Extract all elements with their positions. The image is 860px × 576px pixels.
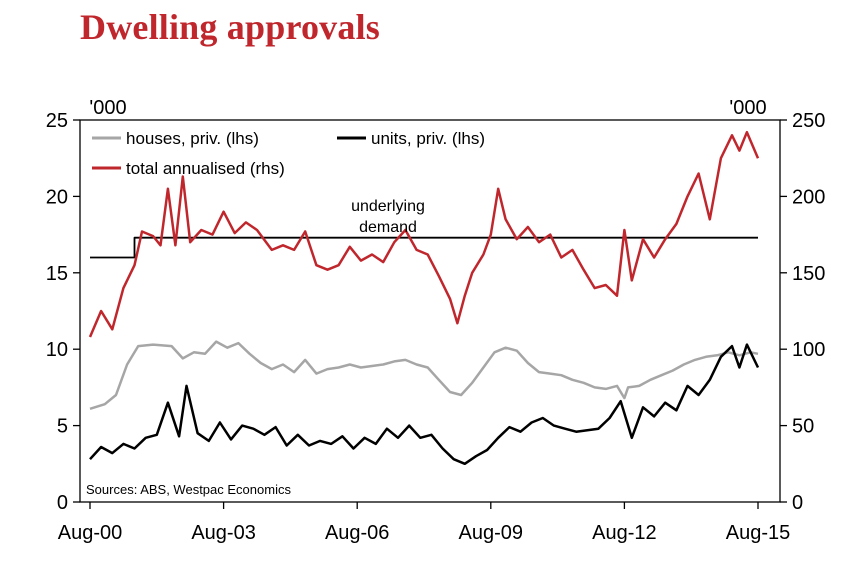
annotation-demand: demand bbox=[359, 219, 417, 236]
right-axis-unit: '000 bbox=[729, 97, 766, 119]
x-tick-label: Aug-12 bbox=[592, 522, 657, 544]
right-tick-label: 200 bbox=[792, 186, 825, 208]
series-total-line bbox=[88, 130, 760, 338]
x-tick-label: Aug-15 bbox=[726, 522, 791, 544]
source-note: Sources: ABS, Westpac Economics bbox=[86, 482, 291, 497]
legend-label-total: total annualised (rhs) bbox=[126, 159, 285, 178]
x-tick-label: Aug-03 bbox=[191, 522, 256, 544]
right-tick-label: 250 bbox=[792, 110, 825, 132]
x-tick-label: Aug-06 bbox=[325, 522, 390, 544]
right-tick-label: 0 bbox=[792, 492, 803, 514]
left-tick-label: 15 bbox=[46, 263, 68, 285]
x-tick-label: Aug-09 bbox=[459, 522, 524, 544]
annotation-underlying: underlying bbox=[351, 198, 425, 215]
x-tick-label: Aug-00 bbox=[58, 522, 123, 544]
series-houses-line bbox=[89, 340, 759, 410]
left-tick-label: 5 bbox=[57, 416, 68, 438]
series-units-line bbox=[89, 343, 760, 466]
right-tick-label: 150 bbox=[792, 263, 825, 285]
left-axis-unit: '000 bbox=[89, 97, 126, 119]
legend: houses, priv. (lhs) units, priv. (lhs) t… bbox=[92, 129, 485, 178]
left-tick-label: 0 bbox=[57, 492, 68, 514]
underlying-demand-line bbox=[90, 236, 758, 259]
chart-title: Dwelling approvals bbox=[80, 7, 380, 47]
left-tick-label: 10 bbox=[46, 339, 68, 361]
legend-label-houses: houses, priv. (lhs) bbox=[126, 129, 259, 148]
plot-area bbox=[79, 119, 781, 503]
legend-label-units: units, priv. (lhs) bbox=[371, 129, 485, 148]
right-tick-label: 50 bbox=[792, 416, 814, 438]
left-tick-label: 20 bbox=[46, 186, 68, 208]
left-tick-label: 25 bbox=[46, 110, 68, 132]
series-layer bbox=[88, 130, 760, 466]
right-tick-label: 100 bbox=[792, 339, 825, 361]
